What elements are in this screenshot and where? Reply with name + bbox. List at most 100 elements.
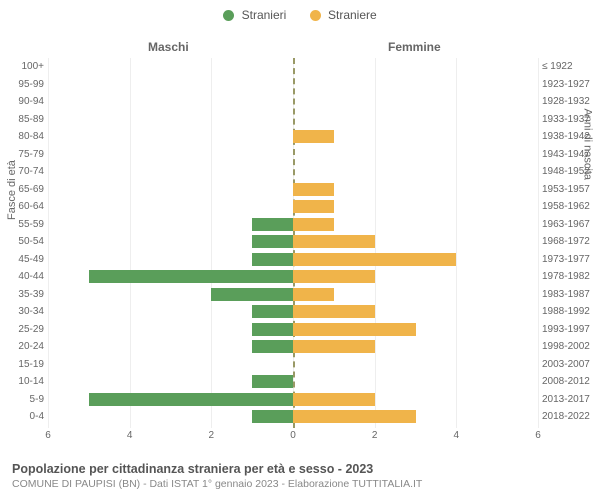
bar-female — [293, 253, 456, 266]
birth-year-label: 2008-2012 — [542, 373, 598, 391]
bar-female — [293, 235, 375, 248]
bar-female — [293, 305, 375, 318]
chart-row: 90-941928-1932 — [48, 93, 538, 111]
female-header: Femmine — [388, 40, 441, 54]
x-tick-label: 2 — [209, 430, 215, 441]
age-label: 100+ — [0, 58, 44, 76]
birth-year-label: 1978-1982 — [542, 268, 598, 286]
bar-female — [293, 340, 375, 353]
bar-female — [293, 393, 375, 406]
chart-row: 25-291993-1997 — [48, 321, 538, 339]
chart-row: 45-491973-1977 — [48, 251, 538, 269]
age-label: 10-14 — [0, 373, 44, 391]
bar-male — [252, 305, 293, 318]
bar-female — [293, 323, 416, 336]
birth-year-label: 1943-1947 — [542, 146, 598, 164]
bar-male — [252, 323, 293, 336]
age-label: 70-74 — [0, 163, 44, 181]
birth-year-label: 1988-1992 — [542, 303, 598, 321]
age-label: 25-29 — [0, 321, 44, 339]
bar-female — [293, 183, 334, 196]
chart-row: 20-241998-2002 — [48, 338, 538, 356]
bar-male — [252, 218, 293, 231]
legend-label-male: Stranieri — [242, 8, 287, 22]
age-label: 75-79 — [0, 146, 44, 164]
chart-row: 5-92013-2017 — [48, 391, 538, 409]
bar-male — [252, 375, 293, 388]
birth-year-label: 2013-2017 — [542, 391, 598, 409]
chart-row: 35-391983-1987 — [48, 286, 538, 304]
legend: Stranieri Straniere — [0, 8, 600, 22]
age-label: 60-64 — [0, 198, 44, 216]
x-tick-label: 6 — [535, 430, 541, 441]
age-label: 20-24 — [0, 338, 44, 356]
chart-row: 15-192003-2007 — [48, 356, 538, 374]
chart-container: Stranieri Straniere Fasce di età Anni di… — [0, 0, 600, 500]
bar-male — [252, 340, 293, 353]
age-label: 50-54 — [0, 233, 44, 251]
x-tick-label: 2 — [372, 430, 378, 441]
birth-year-label: 1968-1972 — [542, 233, 598, 251]
birth-year-label: 1938-1942 — [542, 128, 598, 146]
gridline — [538, 58, 539, 428]
legend-item-female: Straniere — [310, 8, 377, 22]
chart-row: 10-142008-2012 — [48, 373, 538, 391]
bar-female — [293, 270, 375, 283]
bar-male — [252, 410, 293, 423]
age-label: 55-59 — [0, 216, 44, 234]
birth-year-label: 1928-1932 — [542, 93, 598, 111]
birth-year-label: 1948-1952 — [542, 163, 598, 181]
legend-dot-female — [310, 10, 321, 21]
age-label: 5-9 — [0, 391, 44, 409]
legend-item-male: Stranieri — [223, 8, 286, 22]
bar-male — [89, 270, 293, 283]
age-label: 30-34 — [0, 303, 44, 321]
chart-row: 100+≤ 1922 — [48, 58, 538, 76]
age-label: 40-44 — [0, 268, 44, 286]
age-label: 95-99 — [0, 76, 44, 94]
footer-subtitle: COMUNE DI PAUPISI (BN) - Dati ISTAT 1° g… — [12, 478, 588, 490]
bar-female — [293, 288, 334, 301]
birth-year-label: 2003-2007 — [542, 356, 598, 374]
chart-row: 40-441978-1982 — [48, 268, 538, 286]
birth-year-label: 1983-1987 — [542, 286, 598, 304]
chart-row: 0-42018-2022 — [48, 408, 538, 426]
bar-female — [293, 200, 334, 213]
chart-row: 70-741948-1952 — [48, 163, 538, 181]
birth-year-label: 1958-1962 — [542, 198, 598, 216]
bar-male — [252, 235, 293, 248]
chart-rows: 100+≤ 192295-991923-192790-941928-193285… — [48, 58, 538, 428]
chart-row: 85-891933-1937 — [48, 111, 538, 129]
age-label: 45-49 — [0, 251, 44, 269]
bar-female — [293, 218, 334, 231]
x-tick-label: 0 — [290, 430, 296, 441]
bar-female — [293, 130, 334, 143]
bar-female — [293, 410, 416, 423]
chart-row: 60-641958-1962 — [48, 198, 538, 216]
chart-row: 80-841938-1942 — [48, 128, 538, 146]
legend-label-female: Straniere — [328, 8, 377, 22]
legend-dot-male — [223, 10, 234, 21]
age-label: 80-84 — [0, 128, 44, 146]
age-label: 35-39 — [0, 286, 44, 304]
footer-title: Popolazione per cittadinanza straniera p… — [12, 462, 588, 476]
birth-year-label: ≤ 1922 — [542, 58, 598, 76]
age-label: 90-94 — [0, 93, 44, 111]
birth-year-label: 2018-2022 — [542, 408, 598, 426]
birth-year-label: 1923-1927 — [542, 76, 598, 94]
birth-year-label: 1953-1957 — [542, 181, 598, 199]
age-label: 65-69 — [0, 181, 44, 199]
chart-row: 50-541968-1972 — [48, 233, 538, 251]
chart-row: 95-991923-1927 — [48, 76, 538, 94]
chart-row: 55-591963-1967 — [48, 216, 538, 234]
x-tick-label: 4 — [127, 430, 133, 441]
age-label: 15-19 — [0, 356, 44, 374]
birth-year-label: 1963-1967 — [542, 216, 598, 234]
birth-year-label: 1993-1997 — [542, 321, 598, 339]
bar-male — [89, 393, 293, 406]
x-ticks: 6420246 — [48, 430, 538, 446]
chart-row: 30-341988-1992 — [48, 303, 538, 321]
age-label: 85-89 — [0, 111, 44, 129]
male-header: Maschi — [148, 40, 189, 54]
bar-male — [211, 288, 293, 301]
